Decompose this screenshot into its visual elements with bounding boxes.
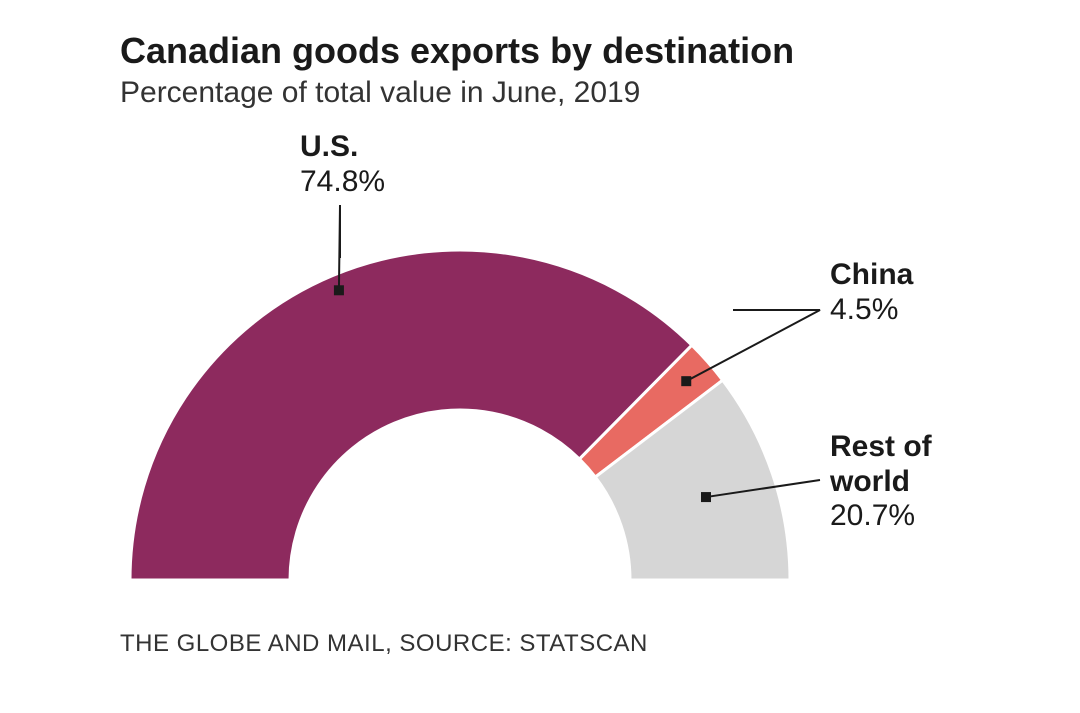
callout-leader-us <box>339 205 340 290</box>
source-line: THE GLOBE AND MAIL, SOURCE: STATSCAN <box>120 630 648 658</box>
callout-marker-us <box>334 285 344 295</box>
callout-name-rest: world <box>830 465 932 500</box>
callout-marker-rest <box>701 492 711 502</box>
callout-marker-china <box>681 376 691 386</box>
callout-value-us: 74.8% <box>300 165 385 200</box>
callout-us: U.S.74.8% <box>300 130 385 199</box>
chart-container: Canadian goods exports by destination Pe… <box>0 0 1080 713</box>
half-donut-chart <box>0 0 1080 713</box>
callout-china: China4.5% <box>830 258 913 327</box>
callout-value-china: 4.5% <box>830 293 913 328</box>
callout-name-us: U.S. <box>300 130 385 165</box>
callout-leader-china <box>686 310 820 381</box>
callout-name-china: China <box>830 258 913 293</box>
callout-name-rest: Rest of <box>830 430 932 465</box>
callout-rest: Rest ofworld20.7% <box>830 430 932 534</box>
slice-us <box>130 250 692 580</box>
callout-value-rest: 20.7% <box>830 499 932 534</box>
